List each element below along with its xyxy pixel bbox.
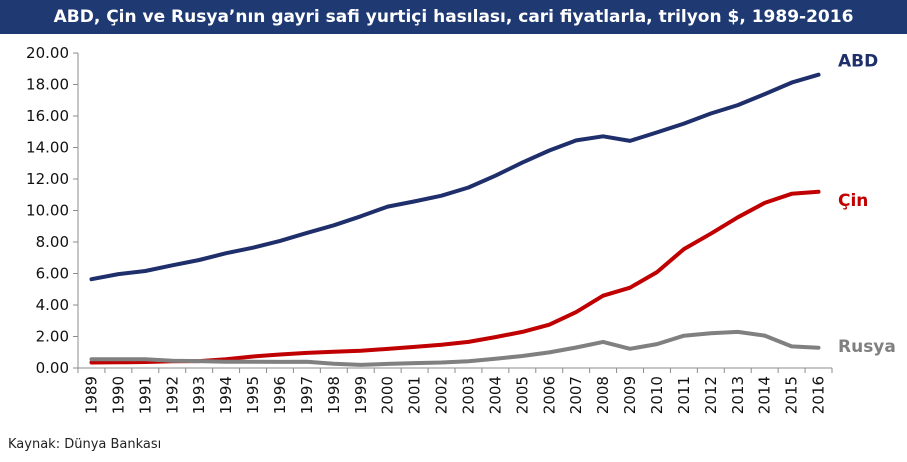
x-tick-label: 2003 (459, 376, 477, 414)
x-tick-label: 2008 (594, 376, 612, 414)
y-tick-label: 14.00 (26, 139, 69, 157)
y-tick-label: 8.00 (36, 233, 69, 251)
x-tick-label: 2002 (433, 376, 451, 414)
x-tick-label: 2014 (756, 376, 774, 414)
y-tick-label: 16.00 (26, 107, 69, 125)
y-tick-label: 4.00 (36, 296, 69, 314)
x-tick-label: 2010 (648, 376, 666, 414)
x-tick-label: 2015 (783, 376, 801, 414)
y-tick-label: 10.00 (26, 202, 69, 220)
x-tick-label: 1997 (298, 376, 316, 414)
x-tick-label: 1990 (109, 376, 127, 414)
x-tick-label: 1989 (82, 376, 100, 414)
x-tick-label: 2011 (675, 376, 693, 414)
y-tick-label: 0.00 (36, 359, 69, 377)
series-line-rusya (89, 329, 821, 367)
chart-title: ABD, Çin ve Rusya’nın gayri safi yurtiçi… (0, 0, 907, 34)
x-tick-label: 2004 (486, 376, 504, 414)
x-tick-label: 1995 (244, 376, 262, 414)
x-tick-label: 2012 (702, 376, 720, 414)
y-tick-label: 20.00 (26, 44, 69, 62)
y-tick-label: 12.00 (26, 170, 69, 188)
axes: 0.00 2.00 4.00 6.00 8.00 10.00 12.00 14.00 16.00… (26, 44, 833, 414)
x-tick-label: 1999 (352, 376, 370, 414)
x-tick-label: 1994 (217, 376, 235, 414)
y-tick-label: 2.00 (36, 328, 69, 346)
series-line-abd (89, 72, 821, 282)
y-tick-label: 18.00 (26, 76, 69, 94)
x-tick-label: 2006 (540, 376, 558, 414)
x-tick-label: 1992 (163, 376, 181, 414)
x-tick-label: 1998 (325, 376, 343, 414)
x-tick-label: 2009 (621, 376, 639, 414)
x-tick-label: 2013 (729, 376, 747, 414)
line-chart: 0.00 2.00 4.00 6.00 8.00 10.00 12.00 14.00 16.00… (26, 44, 896, 414)
x-tick-label: 2016 (810, 376, 828, 414)
x-tick-label: 2001 (406, 376, 424, 414)
y-tick-label: 6.00 (36, 265, 69, 283)
x-tick-label: 2005 (513, 376, 531, 414)
series-label-abd: ABD (838, 52, 878, 72)
series-line--in (89, 189, 821, 365)
series-labels: ABD Çin Rusya (838, 52, 896, 357)
source-note: Kaynak: Dünya Bankası (8, 437, 162, 452)
x-tick-label: 1993 (190, 376, 208, 414)
series-label-rusya: Rusya (838, 337, 896, 357)
series-lines (89, 72, 821, 367)
x-tick-label: 2000 (379, 376, 397, 414)
x-tick-label: 1996 (271, 376, 289, 414)
x-tick-label: 2007 (567, 376, 585, 414)
x-tick-label: 1991 (136, 376, 154, 414)
series-label--in: Çin (838, 191, 868, 211)
